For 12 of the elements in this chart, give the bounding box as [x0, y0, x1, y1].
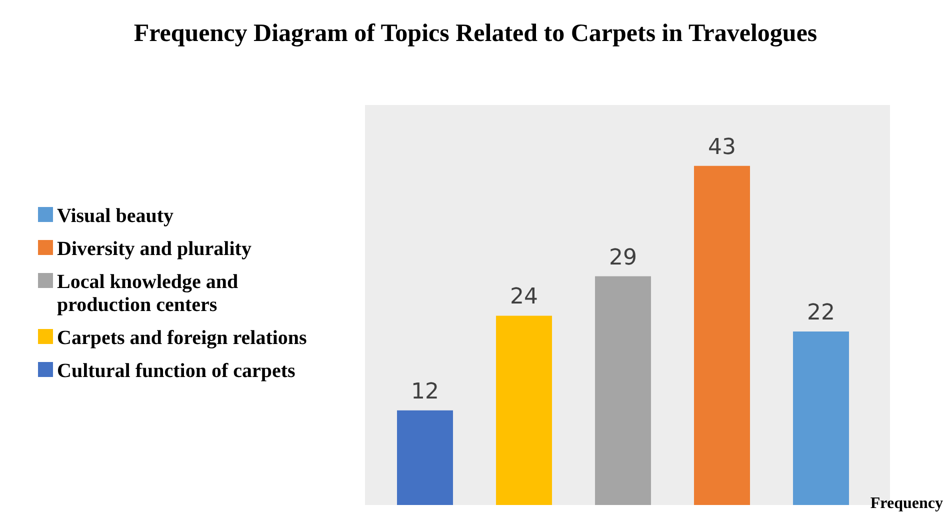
x-axis-title: Frequency [870, 495, 943, 513]
legend-label: Diversity and plurality [57, 238, 252, 261]
legend-label: Carpets and foreign relations [57, 327, 307, 350]
data-label: 29 [609, 245, 637, 270]
legend-label: Visual beauty [57, 205, 174, 228]
data-label: 22 [807, 300, 835, 326]
data-label: 24 [510, 284, 538, 310]
legend-label: Local knowledge and production centers [57, 271, 240, 317]
legend-label: Cultural function of carpets [57, 360, 296, 383]
data-label: 12 [411, 379, 439, 404]
chart-title: Frequency Diagram of Topics Related to Carpets in Travelogues [132, 20, 818, 48]
data-label: 43 [708, 134, 736, 160]
